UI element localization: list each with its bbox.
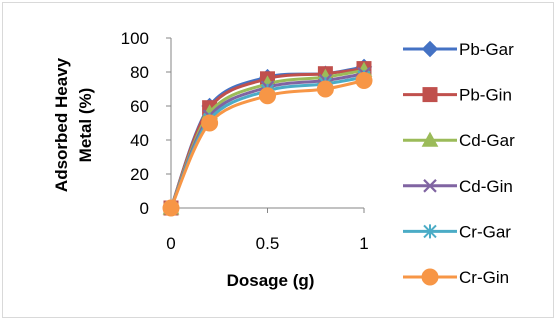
legend-marker-cd-gar bbox=[421, 131, 439, 147]
x-tick-label: 1 bbox=[359, 234, 368, 253]
y-axis-title: Adsorbed Heavy Metal (%) bbox=[52, 57, 95, 192]
legend-marker-cr-gar bbox=[423, 224, 437, 239]
series-layer bbox=[162, 58, 373, 217]
series-cr-gin bbox=[162, 72, 373, 217]
legend-marker-pb-gar bbox=[421, 40, 439, 58]
chart-border bbox=[2, 2, 554, 318]
legend-entry-cr-gar: Cr-Gar bbox=[403, 222, 511, 241]
legend-entry-cr-gin: Cr-Gin bbox=[403, 268, 509, 287]
data-point-cr-gin bbox=[162, 199, 180, 217]
legend-marker-pb-gin bbox=[422, 87, 438, 103]
y-tick-label: 20 bbox=[130, 165, 149, 184]
legend-label-cr-gin: Cr-Gin bbox=[459, 268, 509, 287]
y-tick-label: 0 bbox=[140, 199, 149, 218]
y-axis-title-line: Metal (%) bbox=[76, 88, 95, 163]
legend-entry-pb-gar: Pb-Gar bbox=[403, 40, 514, 59]
legend-entry-cd-gar: Cd-Gar bbox=[403, 131, 515, 150]
data-point-cr-gin bbox=[355, 72, 373, 89]
legend-label-cd-gin: Cd-Gin bbox=[459, 177, 513, 196]
legend-marker-cd-gin bbox=[423, 179, 437, 193]
legend-entry-pb-gin: Pb-Gin bbox=[403, 86, 512, 105]
y-axis-title-line: Adsorbed Heavy bbox=[52, 57, 71, 192]
x-tick-label: 0 bbox=[166, 234, 175, 253]
data-point-cr-gin bbox=[316, 80, 334, 98]
x-tick-label: 0.5 bbox=[256, 234, 280, 253]
y-tick-label: 40 bbox=[130, 131, 149, 150]
legend-marker-cr-gin bbox=[421, 268, 439, 286]
legend-label-cd-gar: Cd-Gar bbox=[459, 131, 515, 150]
legend-label-pb-gin: Pb-Gin bbox=[459, 86, 512, 105]
y-tick-label: 100 bbox=[121, 29, 149, 48]
legend-label-cr-gar: Cr-Gar bbox=[459, 222, 511, 241]
legend: Pb-Gar Pb-Gin Cd-Gar Cd-Gin Cr-Gar Cr-Gin bbox=[403, 40, 515, 287]
data-point-cr-gin bbox=[259, 87, 276, 105]
data-point-cr-gin bbox=[201, 114, 219, 132]
y-tick-label: 60 bbox=[130, 97, 149, 116]
legend-label-pb-gar: Pb-Gar bbox=[459, 40, 514, 59]
y-tick-label: 80 bbox=[130, 63, 149, 82]
legend-entry-cd-gin: Cd-Gin bbox=[403, 177, 513, 196]
x-axis-title: Dosage (g) bbox=[227, 271, 315, 290]
axes: 0 20 40 60 80 100 0 0.5 1 Dosage (g) Adsorbed Heav… bbox=[52, 29, 369, 290]
